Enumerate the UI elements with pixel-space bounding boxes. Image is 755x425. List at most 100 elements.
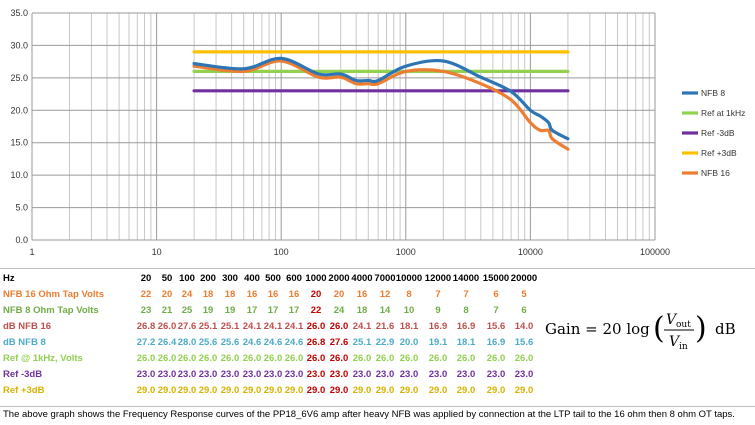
table-row: NFB 8 Ohm Tap Volts 23 21 25 19 19 17 17 17 22 24 1… [0, 303, 755, 319]
table-cell: 23.0 [263, 369, 283, 380]
table-cell: 24.1 [242, 321, 262, 332]
table-cell: 23.0 [514, 369, 534, 380]
table-cell: 27.6 [329, 337, 349, 348]
table-cell: 19 [202, 305, 214, 316]
table-cell: 26.0 [220, 353, 240, 364]
legend-label: NFB 16 [701, 168, 730, 178]
table-cell: 26.0 [306, 353, 326, 364]
table-cell: 17 [267, 305, 279, 316]
table-cell: 23.0 [399, 369, 419, 380]
table-cell: 23.0 [220, 369, 240, 380]
table-cell: 29.0 [136, 385, 156, 396]
x-tick-label: 10 [152, 247, 162, 257]
table-cell: 26.8 [136, 321, 156, 332]
table-cell: 18 [356, 305, 368, 316]
table-cell: 17 [288, 305, 300, 316]
row-label: Ref -3dB [3, 369, 43, 380]
header-cell: 1000 [305, 273, 327, 284]
table-cell: 24.6 [263, 337, 283, 348]
legend-label: Ref +3dB [701, 148, 737, 158]
legend-label: Ref -3dB [701, 128, 735, 138]
table-cell: 12 [379, 289, 391, 300]
table-header-row: Hz 20 50 100 200 300 400 500 600 1000 2000 4000 7000… [0, 271, 755, 287]
table-cell: 26.0 [329, 353, 349, 364]
header-cell: 600 [286, 273, 302, 284]
table-cell: 22 [140, 289, 152, 300]
table-cell: 26.0 [136, 353, 156, 364]
table-cell: 15.6 [514, 337, 534, 348]
table-cell: 23.0 [329, 369, 349, 380]
formula-denominator-sub: in [679, 342, 688, 352]
table-cell: 23.0 [306, 369, 326, 380]
table-cell: 9 [435, 305, 441, 316]
table-cell: 29.0 [263, 385, 283, 396]
table-cell: 26.0 [157, 321, 177, 332]
x-tick-label: 1000 [396, 247, 416, 257]
chart-caption: The above graph shows the Frequency Resp… [3, 409, 735, 420]
table-cell: 16.9 [486, 337, 506, 348]
table-cell: 29.0 [242, 385, 262, 396]
table-cell: 26.0 [198, 353, 218, 364]
formula-right-paren: ) [695, 311, 707, 346]
table-cell: 28.0 [177, 337, 197, 348]
table-cell: 23.0 [157, 369, 177, 380]
table-cell: 22 [310, 305, 322, 316]
table-cell: 25.1 [198, 321, 218, 332]
header-cell: 12000 [424, 273, 452, 284]
y-axis-ticks: 0.0 5.0 10.0 15.0 20.0 25.0 30.0 35.0 [10, 8, 28, 245]
table-cell: 25.1 [220, 321, 240, 332]
table-cell: 14 [379, 305, 391, 316]
table-row: dB NFB 8 27.2 26.4 28.0 25.6 25.6 24.6 24.6 24.6… [0, 335, 755, 351]
table-cell: 26.0 [514, 353, 534, 364]
data-table: Hz 20 50 100 200 300 400 500 600 1000 2000 4000 7000… [0, 268, 755, 396]
table-cell: 21 [161, 305, 173, 316]
table-cell: 26.0 [486, 353, 506, 364]
table-cell: 29.0 [198, 385, 218, 396]
table-cell: 6 [493, 289, 499, 300]
table-cell: 23.0 [177, 369, 197, 380]
table-cell: 20 [310, 289, 322, 300]
x-tick-label: 10000 [518, 247, 543, 257]
y-tick-label: 35.0 [10, 8, 28, 18]
header-cell: 7000 [374, 273, 396, 284]
table-cell: 20 [161, 289, 173, 300]
gain-formula: Gain = 20 log ( V out V in ) dB [545, 305, 745, 355]
formula-denominator: V [669, 334, 681, 350]
table-cell: 26.0 [428, 353, 448, 364]
y-tick-label: 30.0 [10, 40, 28, 50]
table-cell: 24 [181, 289, 193, 300]
header-cell: 200 [200, 273, 216, 284]
table-cell: 29.0 [399, 385, 419, 396]
table-cell: 22.9 [375, 337, 395, 348]
header-cell: 400 [244, 273, 260, 284]
table-cell: 29.0 [306, 385, 326, 396]
header-cell: 10000 [395, 273, 423, 284]
table-cell: 21.6 [375, 321, 395, 332]
table-cell: 16 [288, 289, 300, 300]
table-cell: 29.0 [177, 385, 197, 396]
table-cell: 20 [333, 289, 345, 300]
header-cell: 2000 [328, 273, 350, 284]
table-cell: 26.0 [284, 353, 304, 364]
y-tick-label: 10.0 [10, 170, 28, 180]
table-cell: 17 [246, 305, 258, 316]
table-cell: 26.0 [306, 321, 326, 332]
table-cell: 16 [356, 289, 368, 300]
table-cell: 26.4 [157, 337, 177, 348]
row-label: NFB 8 Ohm Tap Volts [3, 305, 99, 316]
table-cell: 14.0 [514, 321, 534, 332]
row-label: NFB 16 Ohm Tap Volts [3, 289, 104, 300]
table-cell: 20.0 [399, 337, 419, 348]
header-cell: 4000 [351, 273, 373, 284]
table-cell: 26.0 [329, 321, 349, 332]
table-cell: 23.0 [284, 369, 304, 380]
series-line-nfb-16 [192, 59, 570, 151]
chart-grid [31, 12, 656, 241]
row-label: Ref @ 1kHz, Volts [3, 353, 83, 364]
chart-lines [192, 50, 570, 151]
table-cell: 16.9 [428, 321, 448, 332]
table-cell: 24.6 [284, 337, 304, 348]
header-cell: 500 [265, 273, 281, 284]
table-cell: 24.1 [263, 321, 283, 332]
table-cell: 26.0 [352, 353, 372, 364]
